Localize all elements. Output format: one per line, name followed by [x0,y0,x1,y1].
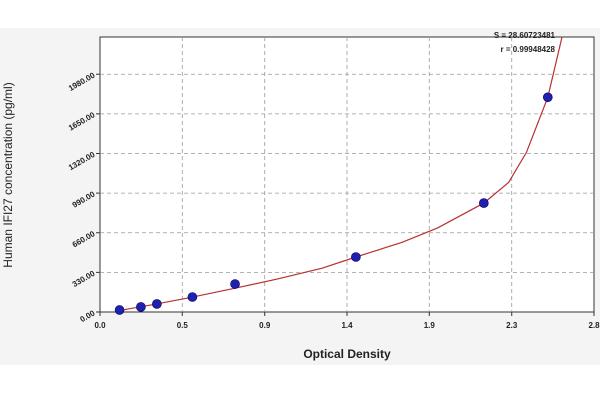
x-tick-label: 1.9 [424,321,436,330]
x-tick-label: 1.4 [341,321,353,330]
x-tick-label: 0.9 [259,321,271,330]
x-tick-label: 2.3 [506,321,518,330]
data-point [230,279,240,289]
x-tick-label: 2.8 [588,321,600,330]
annotation: S = 28.60723481 [494,31,556,40]
annotation: r = 0.99948428 [501,45,556,54]
data-point [351,252,361,262]
data-point [187,292,198,302]
y-axis-label: Human IFI27 concentration (pg/ml) [1,82,15,267]
data-point [152,299,162,309]
data-point [136,302,146,312]
x-axis-label: Optical Density [303,347,391,361]
x-tick-label: 0.0 [94,321,106,330]
data-point [479,198,489,208]
x-tick-label: 0.5 [177,321,189,330]
data-point [114,305,125,315]
data-point [542,92,553,103]
